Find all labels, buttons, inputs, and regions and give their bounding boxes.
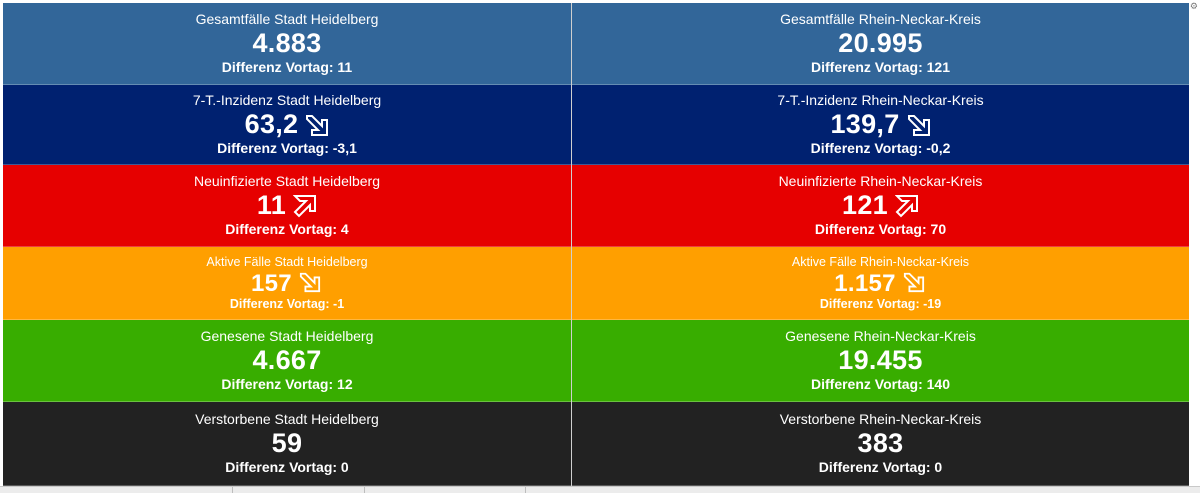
tile-title: Genesene Stadt Heidelberg	[200, 328, 374, 344]
tile-title: 7-T.-Inzidenz Rhein-Neckar-Kreis	[777, 92, 984, 108]
tile-title: 7-T.-Inzidenz Stadt Heidelberg	[192, 92, 382, 108]
tile-title: Genesene Rhein-Neckar-Kreis	[785, 328, 976, 344]
tile-diff: Differenz Vortag: 140	[811, 376, 950, 392]
tab-divider	[364, 487, 365, 493]
tile-title: Gesamtfälle Rhein-Neckar-Kreis	[780, 11, 981, 27]
tile-gesamtfaelle-heidelberg: Gesamtfälle Stadt Heidelberg 4.883 Diffe…	[3, 3, 571, 85]
tile-diff: Differenz Vortag: -19	[819, 296, 942, 311]
tile-value: 139,7	[830, 109, 900, 139]
tile-diff: Differenz Vortag: 4	[225, 221, 349, 237]
tile-neuinfizierte-rnk: Neuinfizierte Rhein-Neckar-Kreis 121 Dif…	[572, 165, 1189, 247]
arrow-down-right-icon	[305, 113, 329, 137]
tile-value: 1.157	[834, 269, 896, 297]
bottom-tab-strip	[0, 486, 1200, 493]
tile-title: Neuinfizierte Stadt Heidelberg	[194, 173, 380, 189]
arrow-down-right-icon	[903, 271, 927, 295]
tile-title: Aktive Fälle Rhein-Neckar-Kreis	[791, 254, 970, 269]
tile-genesene-heidelberg: Genesene Stadt Heidelberg 4.667 Differen…	[3, 320, 571, 402]
tile-inzidenz-heidelberg: 7-T.-Inzidenz Stadt Heidelberg 63,2 Diff…	[3, 85, 571, 165]
tile-diff: Differenz Vortag: 0	[818, 459, 943, 475]
tile-title: Aktive Fälle Stadt Heidelberg	[206, 254, 368, 269]
tile-aktive-rnk: Aktive Fälle Rhein-Neckar-Kreis 1.157 Di…	[572, 247, 1189, 320]
tile-title: Gesamtfälle Stadt Heidelberg	[195, 11, 379, 27]
tile-diff: Differenz Vortag: -0,2	[810, 140, 951, 156]
covid-dashboard: Gesamtfälle Stadt Heidelberg 4.883 Diffe…	[3, 3, 1189, 486]
tile-value: 11	[256, 190, 287, 220]
tile-value: 4.883	[252, 28, 322, 58]
tile-title: Verstorbene Rhein-Neckar-Kreis	[779, 411, 982, 427]
tile-value: 20.995	[838, 28, 923, 58]
tile-verstorbene-heidelberg: Verstorbene Stadt Heidelberg 59 Differen…	[3, 402, 571, 486]
tile-aktive-heidelberg: Aktive Fälle Stadt Heidelberg 157 Differ…	[3, 247, 571, 320]
tile-diff: Differenz Vortag: -3,1	[217, 140, 357, 156]
arrow-down-right-icon	[907, 113, 931, 137]
tab-divider	[232, 487, 233, 493]
tile-neuinfizierte-heidelberg: Neuinfizierte Stadt Heidelberg 11 Differ…	[3, 165, 571, 247]
tile-title: Verstorbene Stadt Heidelberg	[195, 411, 379, 427]
tile-gesamtfaelle-rnk: Gesamtfälle Rhein-Neckar-Kreis 20.995 Di…	[572, 3, 1189, 85]
tile-value: 121	[842, 190, 888, 220]
tile-value: 59	[271, 428, 303, 458]
tile-value: 383	[857, 428, 904, 458]
arrow-up-right-icon	[293, 194, 317, 218]
tile-value: 19.455	[838, 345, 923, 375]
arrow-down-right-icon	[299, 271, 323, 295]
tile-value: 63,2	[244, 109, 299, 139]
tile-value: 157	[251, 269, 292, 297]
arrow-up-right-icon	[894, 194, 919, 218]
tile-inzidenz-rnk: 7-T.-Inzidenz Rhein-Neckar-Kreis 139,7 D…	[572, 85, 1189, 165]
tile-title: Neuinfizierte Rhein-Neckar-Kreis	[778, 173, 983, 189]
tile-diff: Differenz Vortag: 70	[814, 221, 947, 237]
tile-diff: Differenz Vortag: 12	[221, 376, 353, 392]
tile-diff: Differenz Vortag: 11	[221, 59, 353, 75]
tab-divider	[525, 487, 526, 493]
tile-diff: Differenz Vortag: -1	[229, 296, 345, 311]
tile-value: 4.667	[252, 345, 322, 375]
tile-diff: Differenz Vortag: 0	[225, 459, 349, 475]
settings-icon[interactable]: ⚙	[1189, 1, 1198, 11]
tile-verstorbene-rnk: Verstorbene Rhein-Neckar-Kreis 383 Diffe…	[572, 402, 1189, 486]
tile-diff: Differenz Vortag: 121	[811, 59, 950, 75]
tile-genesene-rnk: Genesene Rhein-Neckar-Kreis 19.455 Diffe…	[572, 320, 1189, 402]
